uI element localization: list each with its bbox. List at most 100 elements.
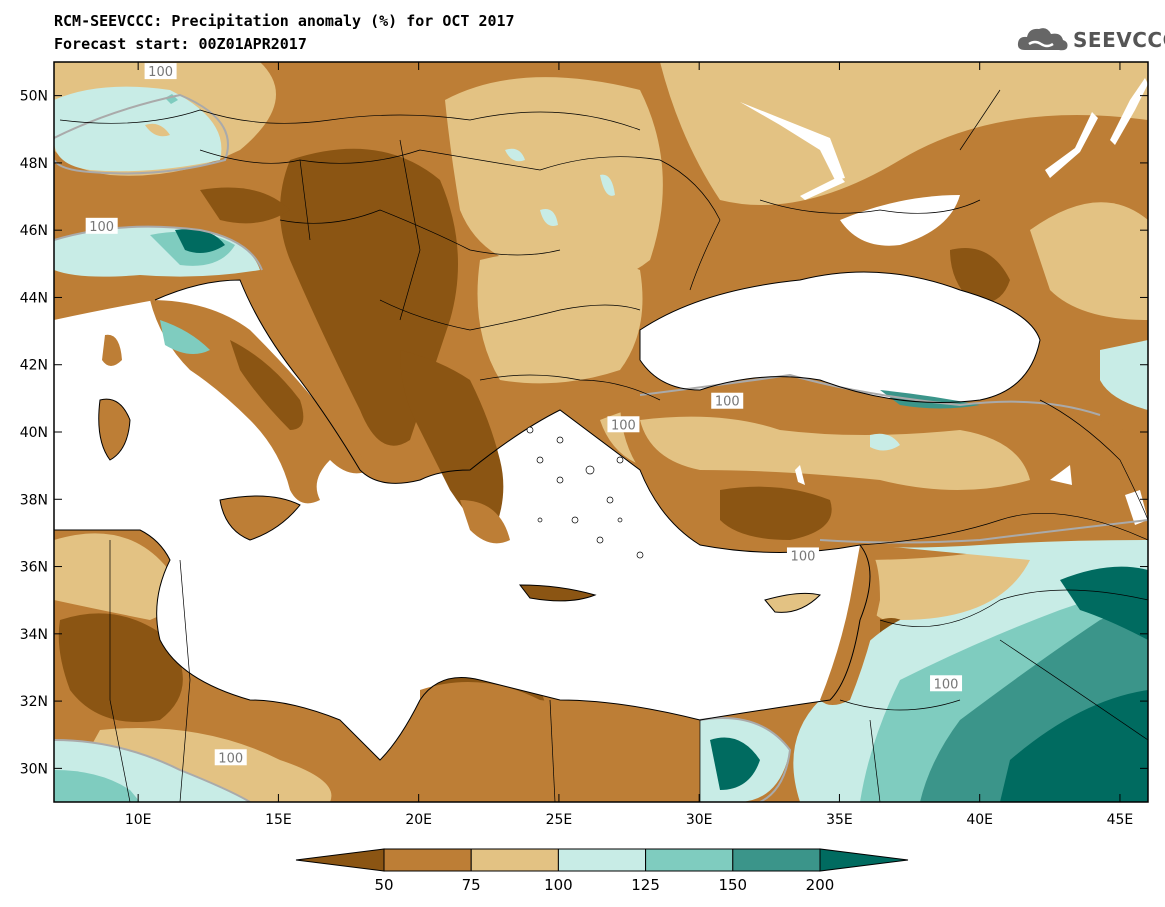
reservoir <box>800 176 845 200</box>
anomaly-region-dark <box>230 340 304 430</box>
colorbar-label: 200 <box>806 876 835 894</box>
black-sea <box>640 272 1040 403</box>
contour-label: 100 <box>218 751 243 766</box>
balkan-coast-dark <box>400 350 504 540</box>
anomaly-region-extreme <box>175 229 225 254</box>
lon-tick-label: 25E <box>546 812 573 828</box>
cyprus-coastline <box>764 592 821 613</box>
longitude-axis: 10E 15E 20E 25E 30E 35E 40E 45E <box>125 62 1133 828</box>
colorbar-swatch <box>295 848 385 872</box>
contour-label: 100 <box>791 549 816 564</box>
cloud-icon <box>1017 28 1068 51</box>
contour-label-bg <box>214 749 247 766</box>
contour-label-bg <box>607 416 640 433</box>
lake <box>540 209 558 226</box>
sea-of-azov <box>840 195 960 246</box>
lon-tick-label: 15E <box>265 812 292 828</box>
contour-label-bg <box>930 675 963 692</box>
lon-tick-label: 35E <box>826 812 853 828</box>
colorbar-legend: 50 75 100 125 150 200 <box>295 848 909 894</box>
anomaly-region-wet <box>870 433 900 451</box>
map-fields <box>54 62 1148 802</box>
contour-100 <box>54 93 229 175</box>
north-africa-land <box>420 682 700 802</box>
colorbar-label: 75 <box>462 876 481 894</box>
lat-tick-label: 48N <box>20 156 48 172</box>
sicily-coastline <box>219 495 301 541</box>
lon-tick-label: 45E <box>1107 812 1134 828</box>
lon-tick-label: 40E <box>966 812 993 828</box>
lake <box>1125 490 1148 525</box>
lake <box>505 148 525 162</box>
lake <box>600 174 615 196</box>
anomaly-region-light <box>1030 202 1148 320</box>
latitude-axis: 50N 48N 46N 44N 42N 40N 38N 36N 34N 32N 30N <box>20 89 1148 777</box>
anomaly-region-light <box>54 533 178 620</box>
island-cyprus <box>765 593 820 613</box>
aegean-islands <box>526 426 644 559</box>
colorbar-swatch <box>383 848 472 872</box>
crete-coastline <box>518 584 597 602</box>
lat-tick-label: 32N <box>20 694 48 710</box>
colorbar-label: 50 <box>374 876 393 894</box>
lon-tick-label: 20E <box>405 812 432 828</box>
reservoir <box>1045 112 1098 178</box>
lat-tick-label: 42N <box>20 358 48 374</box>
contour-100 <box>819 519 1148 544</box>
colorbar-swatch <box>557 848 647 872</box>
contour-labels: 100 100 100 100 100 100 100 <box>85 63 963 766</box>
colorbar-swatch <box>819 848 909 872</box>
island-crete <box>520 585 595 601</box>
contour-label-bg <box>85 217 118 234</box>
lat-tick-label: 36N <box>20 560 48 576</box>
reservoir <box>740 102 845 180</box>
colorbar-label: 100 <box>544 876 573 894</box>
anomaly-region-light <box>640 416 1030 490</box>
black-sea-coastline <box>639 271 1041 403</box>
anomaly-region-dark <box>720 486 832 540</box>
levant-coast <box>820 545 880 705</box>
reservoir <box>1110 78 1148 145</box>
anomaly-region-light <box>145 123 170 137</box>
contour-label: 100 <box>148 65 173 80</box>
island-corsica <box>102 334 122 366</box>
contour-label: 100 <box>715 395 740 410</box>
map-title: RCM-SEEVCCC: Precipitation anomaly (%) f… <box>54 12 515 30</box>
anomaly-region-dark <box>58 613 183 722</box>
anomaly-region-extreme <box>710 737 760 790</box>
lake <box>795 465 805 485</box>
contour-label-bg <box>711 392 744 409</box>
contour-100 <box>699 717 792 802</box>
lat-tick-label: 46N <box>20 223 48 239</box>
colorbar-swatch <box>470 848 559 872</box>
lat-tick-label: 50N <box>20 89 48 105</box>
anomaly-region-dark <box>200 187 290 224</box>
mediterranean-coastline <box>54 279 871 761</box>
contour-label-bg <box>144 63 177 80</box>
sardinia-coastline <box>98 398 131 461</box>
contour-label: 100 <box>934 677 959 692</box>
contour-label: 100 <box>611 418 636 433</box>
seevccc-logo: SEEVCCC <box>1015 22 1165 56</box>
anomaly-region-light <box>445 77 663 283</box>
forecast-start-subtitle: Forecast start: 00Z01APR2017 <box>54 35 307 53</box>
country-borders <box>59 89 1148 802</box>
colorbar-swatch <box>732 848 821 872</box>
anomaly-region-light <box>477 252 643 384</box>
contour-label-bg <box>786 547 819 564</box>
anomaly-region-dark <box>950 248 1010 303</box>
anomaly-region-wet <box>1100 340 1148 410</box>
anomaly-region-light <box>660 62 1148 205</box>
anomaly-region-wetter <box>54 770 140 802</box>
colorbar-swatch <box>645 848 734 872</box>
lat-tick-label: 40N <box>20 425 48 441</box>
logo-text: SEEVCCC <box>1073 28 1165 52</box>
anomaly-region-extreme <box>1060 566 1148 640</box>
lat-tick-label: 30N <box>20 761 48 777</box>
colorbar-label: 150 <box>718 876 747 894</box>
anomaly-region-extreme <box>1000 690 1148 802</box>
lat-tick-label: 44N <box>20 290 48 306</box>
colorbar-label: 125 <box>631 876 660 894</box>
lat-tick-label: 34N <box>20 627 48 643</box>
lon-tick-label: 30E <box>686 812 713 828</box>
